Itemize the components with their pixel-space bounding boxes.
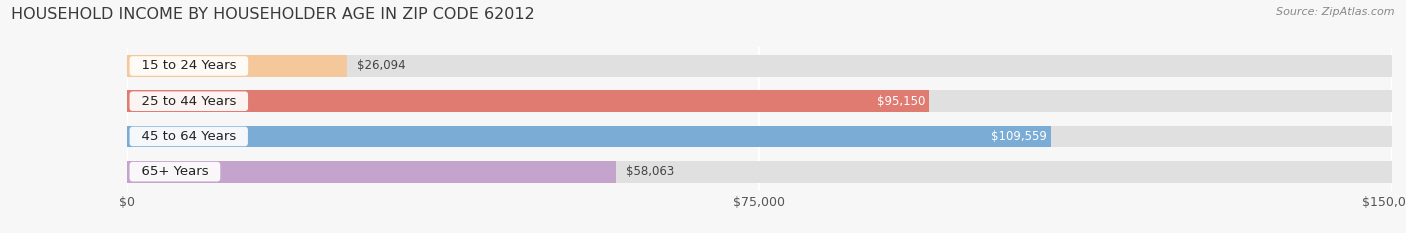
Bar xyxy=(127,55,1392,77)
Text: $109,559: $109,559 xyxy=(991,130,1047,143)
Text: Source: ZipAtlas.com: Source: ZipAtlas.com xyxy=(1277,7,1395,17)
Bar xyxy=(127,90,1392,112)
Bar xyxy=(127,126,1392,147)
Text: 15 to 24 Years: 15 to 24 Years xyxy=(132,59,245,72)
Text: 45 to 64 Years: 45 to 64 Years xyxy=(132,130,245,143)
Text: HOUSEHOLD INCOME BY HOUSEHOLDER AGE IN ZIP CODE 62012: HOUSEHOLD INCOME BY HOUSEHOLDER AGE IN Z… xyxy=(11,7,536,22)
Text: $58,063: $58,063 xyxy=(627,165,675,178)
Bar xyxy=(127,90,929,112)
Bar xyxy=(127,55,347,77)
Text: $26,094: $26,094 xyxy=(357,59,405,72)
Text: 25 to 44 Years: 25 to 44 Years xyxy=(132,95,245,108)
Bar xyxy=(127,161,616,183)
Text: 65+ Years: 65+ Years xyxy=(132,165,217,178)
Bar xyxy=(127,161,1392,183)
Text: $95,150: $95,150 xyxy=(877,95,925,108)
Bar xyxy=(127,126,1050,147)
